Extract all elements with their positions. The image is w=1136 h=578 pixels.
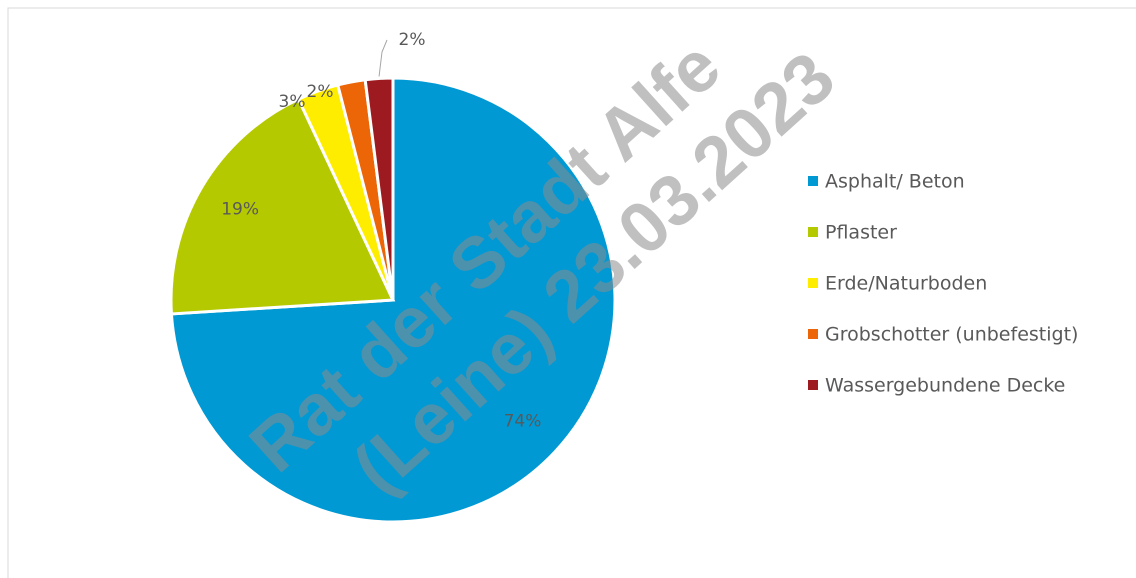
legend-label: Grobschotter (unbefestigt): [825, 324, 1078, 346]
data-label: 19%: [221, 200, 259, 220]
legend-swatch: [808, 227, 818, 237]
pie-slice: [363, 76, 395, 301]
legend-label: Pflaster: [825, 222, 897, 244]
pie: 74%19%3% 2%2%: [169, 30, 617, 524]
data-label: 3%: [279, 92, 306, 112]
chart-border: [7, 7, 1136, 578]
legend-swatch: [808, 380, 818, 390]
data-label: 2%: [399, 30, 426, 50]
legend-label: Asphalt/ Beton: [825, 171, 965, 193]
legend-label: Erde/Naturboden: [825, 273, 987, 295]
pie-slice: [169, 97, 396, 316]
data-label: 2%: [307, 82, 334, 102]
legend-swatch: [808, 329, 818, 339]
legend-swatch: [808, 176, 818, 186]
legend-label: Wassergebundene Decke: [825, 375, 1065, 397]
data-label: 74%: [504, 412, 542, 432]
leader-line: [378, 39, 388, 77]
legend-swatch: [808, 278, 818, 288]
legend: Asphalt/ Beton Pflaster Erde/Naturboden Gro…: [808, 171, 1078, 397]
